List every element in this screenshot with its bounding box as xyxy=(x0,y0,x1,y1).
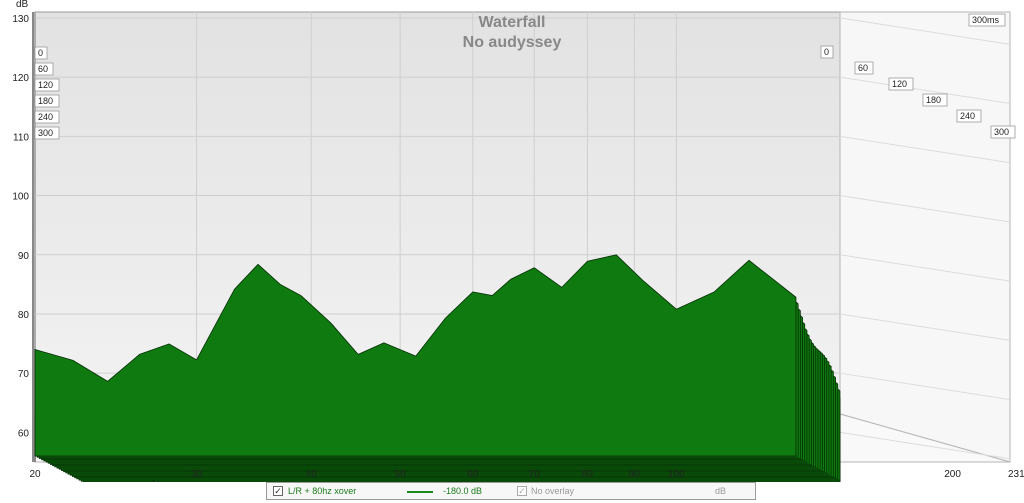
overlay-label: No overlay xyxy=(531,486,575,496)
y-tick-label: 90 xyxy=(18,251,30,262)
overlay-checkbox[interactable]: ✓ xyxy=(517,486,527,496)
x-tick-label: 30 xyxy=(191,469,203,480)
svg-text:300ms: 300ms xyxy=(972,15,1000,25)
svg-text:240: 240 xyxy=(38,112,53,122)
y-tick-label: 110 xyxy=(13,132,29,143)
x-tick-label: 60 xyxy=(467,469,479,480)
y-axis-label: dB xyxy=(16,0,29,10)
y-tick-label: 130 xyxy=(12,14,29,25)
side-gridline xyxy=(839,431,1011,460)
svg-text:120: 120 xyxy=(38,80,53,90)
x-tick-label: 50 xyxy=(395,469,407,480)
chart-subtitle: No audyssey xyxy=(463,34,562,51)
time-label-right: 120 xyxy=(888,77,914,91)
svg-text:180: 180 xyxy=(38,96,53,106)
svg-text:240: 240 xyxy=(960,111,975,121)
time-label-right: 300 xyxy=(990,125,1016,139)
x-tick-label: 20 xyxy=(29,469,41,480)
time-label-left: 0 xyxy=(34,46,48,60)
waterfall-slices xyxy=(34,254,841,482)
left-axis-bar xyxy=(32,12,36,462)
series-value: -180.0 dB xyxy=(443,486,483,496)
y-tick-label: 120 xyxy=(12,73,29,84)
time-label-right: 60 xyxy=(854,61,874,75)
series-checkbox[interactable]: ✓ xyxy=(273,486,283,496)
time-label-right: 0 xyxy=(820,45,834,59)
side-gridline xyxy=(839,17,1011,45)
side-gridline xyxy=(839,372,1011,401)
side-gridline xyxy=(839,76,1011,105)
waterfall-slice xyxy=(34,254,797,457)
side-gridline xyxy=(839,135,1011,164)
time-axis-end-label: 300ms xyxy=(968,13,1006,27)
x-tick-label: 100 xyxy=(668,469,685,480)
svg-text:0: 0 xyxy=(38,48,43,58)
svg-text:60: 60 xyxy=(38,64,48,74)
x-tick-label: 40 xyxy=(306,469,318,480)
time-label-right: 180 xyxy=(922,93,948,107)
side-gridline xyxy=(839,195,1011,223)
legend-bar: ✓ L/R + 80hz xover -180.0 dB ✓ No overla… xyxy=(266,482,756,500)
series-color-swatch xyxy=(407,491,433,493)
x-tick-label: 200 xyxy=(944,469,961,480)
svg-text:120: 120 xyxy=(892,79,907,89)
side-gridline xyxy=(839,254,1011,282)
side-gridline xyxy=(839,313,1011,341)
time-label-left: 240 xyxy=(34,110,60,124)
y-tick-label: 60 xyxy=(18,428,30,439)
side-wall xyxy=(839,11,1011,463)
x-tick-label: 70 xyxy=(529,469,541,480)
time-label-left: 60 xyxy=(34,62,54,76)
svg-text:60: 60 xyxy=(858,63,868,73)
time-label-left: 300 xyxy=(34,126,60,140)
time-label-left: 180 xyxy=(34,94,60,108)
x-tick-label: 231 Hz xyxy=(1008,469,1024,480)
x-tick-label: 90 xyxy=(629,469,641,480)
y-tick-label: 70 xyxy=(18,369,30,380)
y-tick-label: 100 xyxy=(12,192,29,203)
svg-text:300: 300 xyxy=(994,127,1009,137)
x-tick-label: 80 xyxy=(582,469,594,480)
time-label-right: 240 xyxy=(956,109,982,123)
svg-text:300: 300 xyxy=(38,128,53,138)
svg-text:0: 0 xyxy=(824,47,829,57)
unit-label: dB xyxy=(715,486,727,496)
time-label-left: 120 xyxy=(34,78,60,92)
y-tick-label: 80 xyxy=(18,310,30,321)
chart-title: Waterfall xyxy=(479,14,546,31)
series-label: L/R + 80hz xover xyxy=(288,486,357,496)
svg-text:180: 180 xyxy=(926,95,941,105)
waterfall-chart: Waterfall No audyssey dB 60 70 80 90 100 110 1… xyxy=(12,0,1024,482)
